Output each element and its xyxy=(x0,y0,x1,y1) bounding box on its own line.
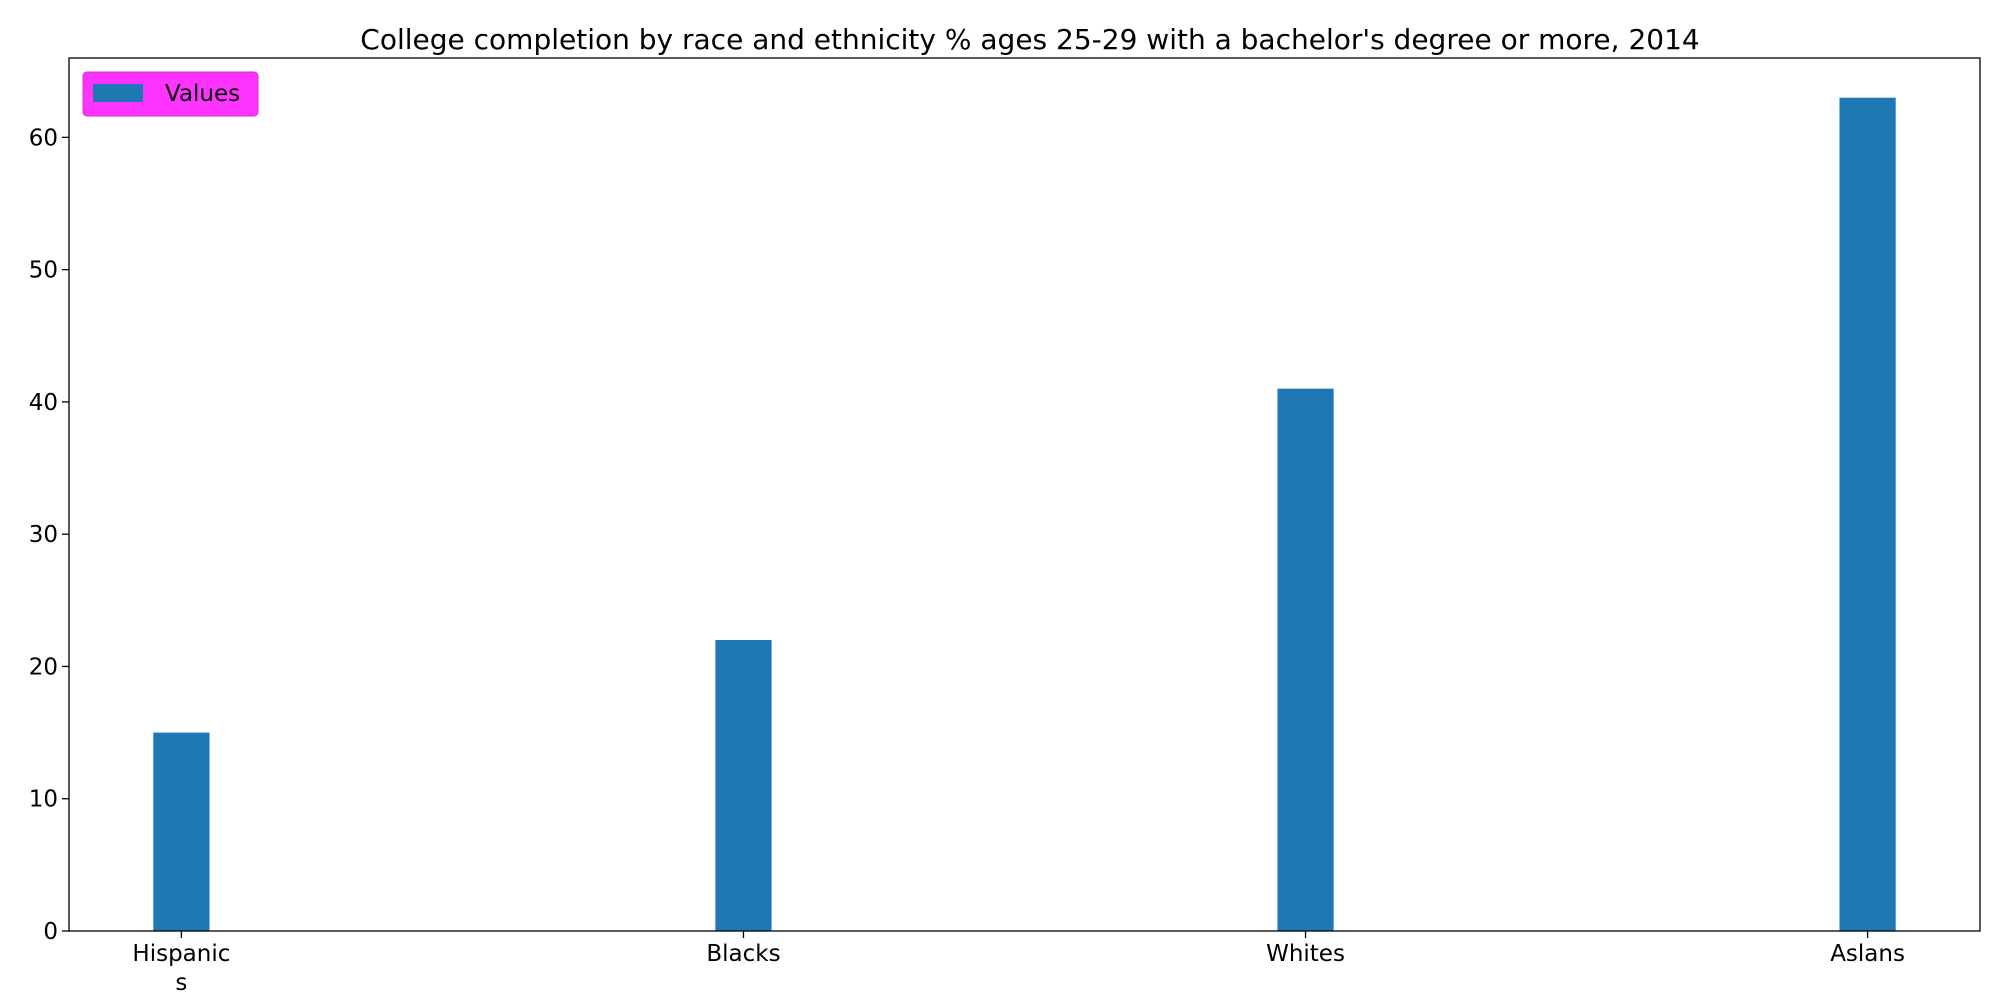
bar-2 xyxy=(1277,388,1334,931)
bar-0 xyxy=(153,732,210,931)
y-tick-label-3: 30 xyxy=(29,522,58,548)
x-tick-label-2: Whites xyxy=(1266,941,1345,967)
y-tick-label-1: 10 xyxy=(29,787,58,813)
x-tick-label-1: Blacks xyxy=(706,941,780,967)
legend-swatch xyxy=(93,84,143,102)
legend-label: Values xyxy=(165,81,240,107)
y-tick-label-2: 20 xyxy=(29,654,58,680)
legend: Values xyxy=(82,71,259,117)
bar-1 xyxy=(715,640,772,931)
plot-frame xyxy=(68,57,1981,932)
chart-title: College completion by race and ethnicity… xyxy=(360,23,1699,56)
bars-group xyxy=(153,97,1896,932)
x-axis: Hispanic s Blacks Whites Aslans xyxy=(132,931,1905,996)
x-tick-label-0: Hispanic s xyxy=(132,941,230,996)
y-tick-label-0: 0 xyxy=(43,919,58,945)
bar-3 xyxy=(1839,97,1896,932)
y-tick-label-4: 40 xyxy=(29,390,58,416)
y-tick-label-5: 50 xyxy=(29,258,58,284)
y-axis: 0 10 20 30 40 50 60 xyxy=(29,125,69,945)
plot-area xyxy=(69,58,1980,931)
y-tick-label-6: 60 xyxy=(29,125,58,151)
x-tick-label-3: Aslans xyxy=(1830,941,1905,967)
legend-box xyxy=(82,71,259,117)
